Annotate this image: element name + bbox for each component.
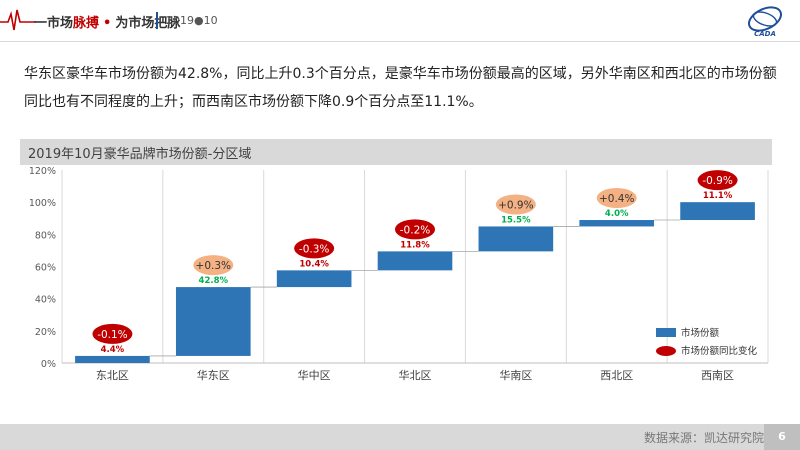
bar	[75, 355, 150, 363]
data-label: 10.4%	[299, 259, 329, 269]
change-label: +0.3%	[196, 260, 231, 272]
change-label: +0.9%	[498, 199, 533, 211]
header-divider	[156, 12, 158, 29]
brand-accent: 脉搏	[73, 16, 100, 31]
x-tick-label: 华中区	[298, 368, 331, 382]
change-badge	[596, 188, 637, 209]
legend-swatch-share	[656, 328, 676, 337]
pulse-line-icon	[0, 9, 36, 31]
legend-label-change: 市场份额同比变化	[681, 345, 758, 357]
y-tick-label: 120%	[29, 166, 56, 177]
change-label: -0.3%	[299, 243, 329, 255]
x-tick-label: 华东区	[197, 368, 230, 382]
legend-swatch-change	[656, 346, 676, 356]
change-badge	[294, 238, 335, 259]
page-number: 6	[778, 430, 786, 443]
y-tick-label: 80%	[35, 230, 56, 241]
period-label: 2019●10	[166, 14, 218, 27]
change-label: -0.2%	[400, 224, 430, 236]
change-label: -0.1%	[97, 329, 127, 341]
data-source: 数据来源：凯达研究院	[643, 431, 764, 445]
change-label: -0.9%	[702, 175, 732, 187]
y-tick-label: 20%	[35, 327, 56, 338]
y-tick-label: 100%	[29, 198, 56, 209]
waterfall-chart: 0% 20% 40% 60% 80% 100% 120% 4.4% -0.1% 东北区 42.8% +…	[29, 166, 769, 382]
change-badge	[193, 255, 234, 276]
bar	[478, 226, 554, 252]
change-badge	[395, 219, 435, 240]
header: 一市场脉搏 • 为市场把脉 2019●10 CADA	[0, 0, 800, 44]
x-tick-label: 东北区	[96, 369, 129, 382]
change-label: +0.4%	[599, 193, 634, 205]
bar	[175, 287, 251, 356]
brand-dot: •	[103, 16, 112, 31]
y-tick-label: 0%	[41, 359, 56, 370]
cada-logo-icon: CADA	[748, 6, 782, 38]
x-tick-label: 西北区	[600, 369, 633, 382]
brand-part3: 为市场把脉	[115, 16, 181, 31]
y-tick-label: 60%	[35, 263, 56, 274]
change-badge	[697, 170, 738, 191]
data-label: 15.5%	[501, 215, 531, 225]
bar	[276, 270, 352, 288]
bar	[377, 251, 453, 271]
data-label: 4.0%	[605, 209, 629, 219]
legend-label-share: 市场份额	[681, 327, 720, 339]
x-tick-label: 西南区	[701, 369, 734, 382]
brand-title: 一市场脉搏 • 为市场把脉	[34, 12, 180, 31]
summary-paragraph: 华东区豪华车市场份额为42.8%，同比上升0.3个百分点，是豪华车市场份额最高的…	[24, 66, 777, 110]
chart-title-bar: 2019年10月豪华品牌市场份额-分区域	[20, 139, 772, 165]
change-badge	[92, 323, 133, 344]
data-label: 11.8%	[400, 240, 430, 250]
x-tick-label: 华南区	[499, 368, 532, 382]
data-label: 11.1%	[703, 191, 733, 201]
footer: 数据来源：凯达研究院 6	[0, 424, 800, 450]
change-badge	[495, 194, 536, 215]
bar	[680, 202, 755, 221]
y-tick-label: 40%	[35, 295, 56, 306]
bar	[579, 220, 655, 227]
logo-text: CADA	[754, 30, 776, 38]
data-label: 42.8%	[199, 276, 229, 286]
chart-title: 2019年10月豪华品牌市场份额-分区域	[28, 147, 252, 162]
page-number-box: 6	[764, 424, 800, 450]
brand-part1: 一市场	[34, 16, 74, 31]
data-label: 4.4%	[101, 345, 125, 355]
x-tick-label: 华北区	[399, 368, 432, 382]
header-rule	[0, 41, 800, 42]
